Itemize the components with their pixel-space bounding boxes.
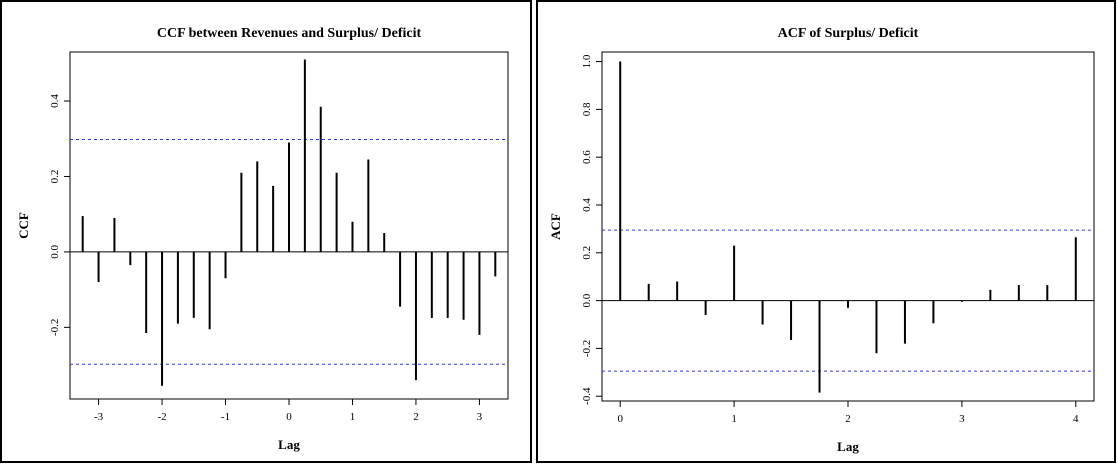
acf-y-tick-label: 1.0 — [581, 54, 593, 68]
acf-y-tick-label: 0.2 — [581, 246, 593, 260]
ccf-y-tick-label: 0.4 — [49, 94, 61, 108]
acf-x-axis-label: Lag — [837, 439, 859, 454]
ccf-chart: CCF between Revenues and Surplus/ Defici… — [16, 26, 509, 452]
ccf-x-tick-label: 2 — [413, 411, 419, 423]
acf-title: ACF of Surplus/ Deficit — [778, 26, 919, 41]
ccf-x-tick-label: -2 — [157, 411, 166, 423]
ccf-title: CCF between Revenues and Surplus/ Defici… — [157, 26, 422, 41]
acf-chart: ACF of Surplus/ Deficit 0 1 2 3 4 -0.4 -0.2 0.0 0… — [548, 26, 1095, 454]
acf-x-tick-label: 2 — [845, 413, 851, 425]
acf-x-tick-label: 0 — [617, 413, 623, 425]
acf-y-tick-label: 0.6 — [581, 150, 593, 164]
ccf-x-tick-label: 3 — [477, 411, 483, 423]
acf-plot-frame — [601, 51, 1095, 402]
acf-x-tick-label: 3 — [959, 413, 965, 425]
acf-x-tick-label: 4 — [1073, 413, 1079, 425]
ccf-panel: CCF between Revenues and Surplus/ Defici… — [0, 0, 532, 463]
ccf-x-axis-label: Lag — [278, 437, 300, 452]
ccf-y-axis-label: CCF — [16, 212, 31, 239]
acf-y-tick-label: 0.4 — [581, 198, 593, 212]
acf-x-tick-label: 1 — [731, 413, 737, 425]
acf-y-tick-label: 0.0 — [581, 293, 593, 307]
acf-y-tick-label: -0.2 — [581, 340, 593, 357]
ccf-x-tick-label: 0 — [286, 411, 292, 423]
ccf-y-tick-label: -0.2 — [49, 319, 61, 336]
ccf-y-tick-label: 0.2 — [49, 170, 61, 184]
ccf-y-tick-label: 0.0 — [49, 245, 61, 259]
ccf-x-tick-label: 1 — [350, 411, 356, 423]
acf-y-tick-label: -0.4 — [581, 387, 593, 405]
acf-panel: ACF of Surplus/ Deficit 0 1 2 3 4 -0.4 -0.2 0.0 0… — [536, 0, 1116, 463]
ccf-x-tick-label: -3 — [94, 411, 104, 423]
acf-y-axis-label: ACF — [548, 213, 563, 240]
acf-y-tick-label: 0.8 — [581, 102, 593, 116]
ccf-x-tick-label: -1 — [221, 411, 230, 423]
